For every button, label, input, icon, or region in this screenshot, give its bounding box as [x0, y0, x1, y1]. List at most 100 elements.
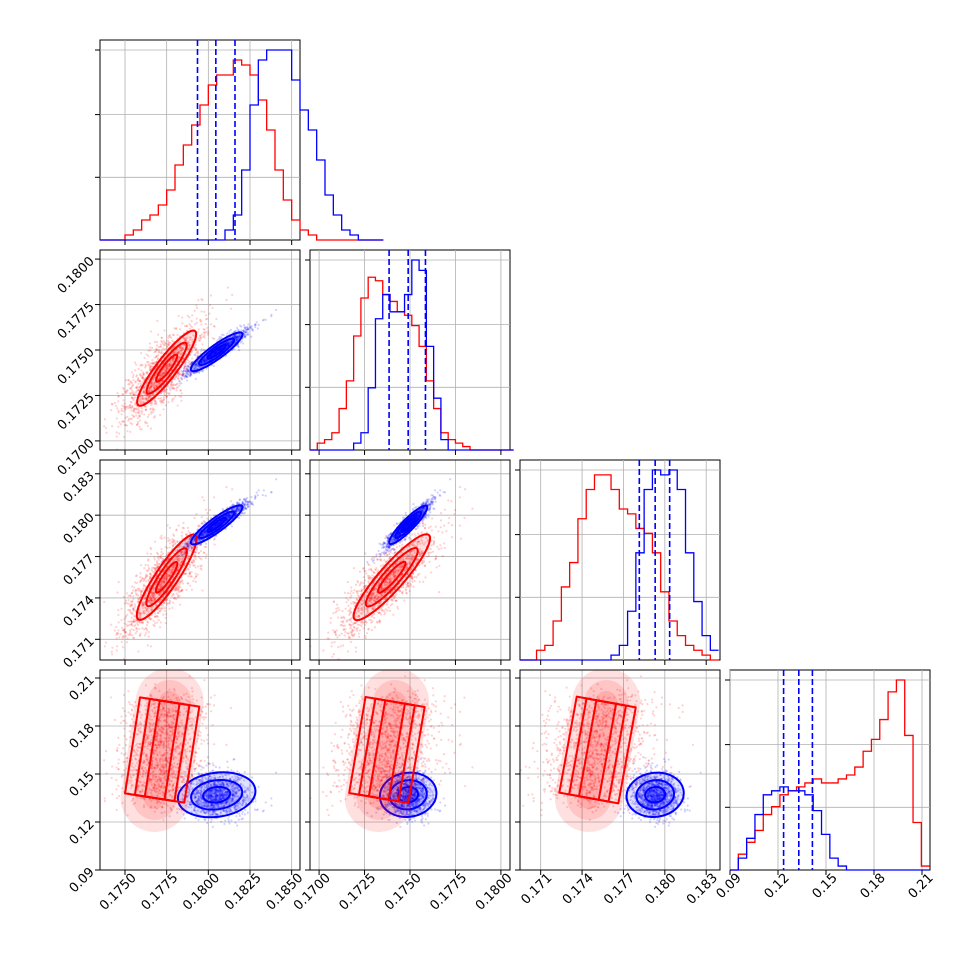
sample-point: [142, 602, 146, 606]
sample-point: [158, 397, 162, 400]
sample-point: [180, 554, 184, 557]
sample-point: [227, 340, 230, 343]
sample-point: [199, 319, 202, 322]
sample-point: [181, 556, 185, 559]
sample-point: [225, 514, 228, 517]
sample-point: [194, 365, 197, 369]
sample-point: [203, 531, 207, 534]
sample-point: [229, 513, 232, 516]
sample-point: [148, 601, 151, 604]
sample-point: [160, 401, 163, 404]
sample-point: [177, 372, 180, 375]
sample-point: [221, 346, 224, 349]
density-contour: [155, 353, 179, 383]
sample-point: [153, 375, 156, 378]
sample-point: [184, 339, 187, 342]
sample-point: [149, 387, 152, 390]
sample-point: [160, 607, 163, 610]
sample-point: [146, 415, 149, 419]
sample-point: [127, 405, 130, 408]
sample-point: [154, 400, 157, 403]
sample-point: [152, 623, 155, 627]
sample-point: [193, 365, 196, 368]
sample-point: [203, 360, 207, 363]
sample-point: [243, 327, 246, 330]
sample-point: [226, 343, 229, 347]
sample-point: [214, 351, 217, 354]
sample-point: [220, 333, 224, 336]
sample-point: [226, 343, 230, 346]
sample-point: [153, 558, 156, 561]
sample-point: [132, 620, 135, 623]
sample-point: [176, 596, 180, 599]
sample-point: [214, 523, 217, 527]
sample-point: [146, 569, 150, 572]
sample-point: [159, 585, 163, 589]
sample-point: [139, 590, 142, 593]
sample-point: [165, 395, 168, 398]
sample-point: [165, 579, 168, 583]
sample-point: [110, 653, 114, 656]
sample-point: [190, 325, 194, 329]
sample-point: [171, 545, 174, 548]
sample-point: [178, 557, 181, 560]
sample-point: [213, 352, 217, 355]
sample-point: [159, 556, 162, 559]
sample-point: [128, 594, 132, 597]
sample-point: [130, 371, 134, 374]
sample-point: [215, 317, 218, 321]
sample-point: [117, 629, 120, 632]
sample-point: [225, 341, 229, 344]
sample-point: [157, 397, 160, 400]
sample-point: [133, 407, 136, 410]
sample-point: [117, 395, 120, 398]
sample-point: [133, 620, 136, 623]
sample-point: [239, 341, 243, 344]
sample-point: [172, 387, 175, 390]
sample-point: [203, 360, 206, 364]
sample-point: [120, 420, 124, 423]
sample-point: [149, 547, 153, 551]
sample-point: [210, 527, 213, 531]
sample-point: [138, 634, 141, 637]
sample-point: [142, 579, 145, 583]
sample-point: [171, 333, 174, 336]
sample-point: [180, 370, 183, 373]
sample-point: [152, 595, 155, 598]
sample-point: [244, 501, 247, 504]
sample-point: [127, 419, 130, 422]
sample-point: [226, 342, 230, 345]
sample-point: [212, 352, 216, 355]
sample-point: [137, 382, 140, 386]
sample-point: [194, 348, 198, 352]
sample-point: [172, 351, 176, 354]
sample-point: [163, 348, 166, 351]
sample-point: [167, 364, 171, 367]
sample-point: [167, 336, 170, 339]
sample-point: [132, 393, 135, 396]
sample-point: [246, 503, 249, 506]
sample-point: [155, 615, 159, 618]
sample-point: [146, 394, 149, 397]
sample-point: [182, 369, 185, 372]
sample-point: [188, 363, 192, 366]
sample-point: [156, 357, 160, 360]
sample-point: [175, 588, 178, 591]
sample-point: [179, 389, 182, 392]
sample-point: [158, 599, 162, 603]
sample-point: [196, 361, 199, 364]
sample-point: [242, 498, 246, 501]
sample-point: [163, 601, 166, 605]
sample-point: [164, 609, 167, 612]
sample-point: [131, 624, 134, 627]
sample-point: [135, 627, 138, 630]
sample-point: [165, 598, 168, 602]
sample-point: [150, 394, 153, 397]
sample-point: [121, 646, 125, 649]
sample-point: [127, 378, 130, 381]
sample-point: [194, 371, 197, 374]
sample-point: [146, 371, 149, 374]
sample-point: [247, 505, 250, 508]
sample-point: [174, 549, 177, 553]
sample-point: [153, 597, 156, 601]
